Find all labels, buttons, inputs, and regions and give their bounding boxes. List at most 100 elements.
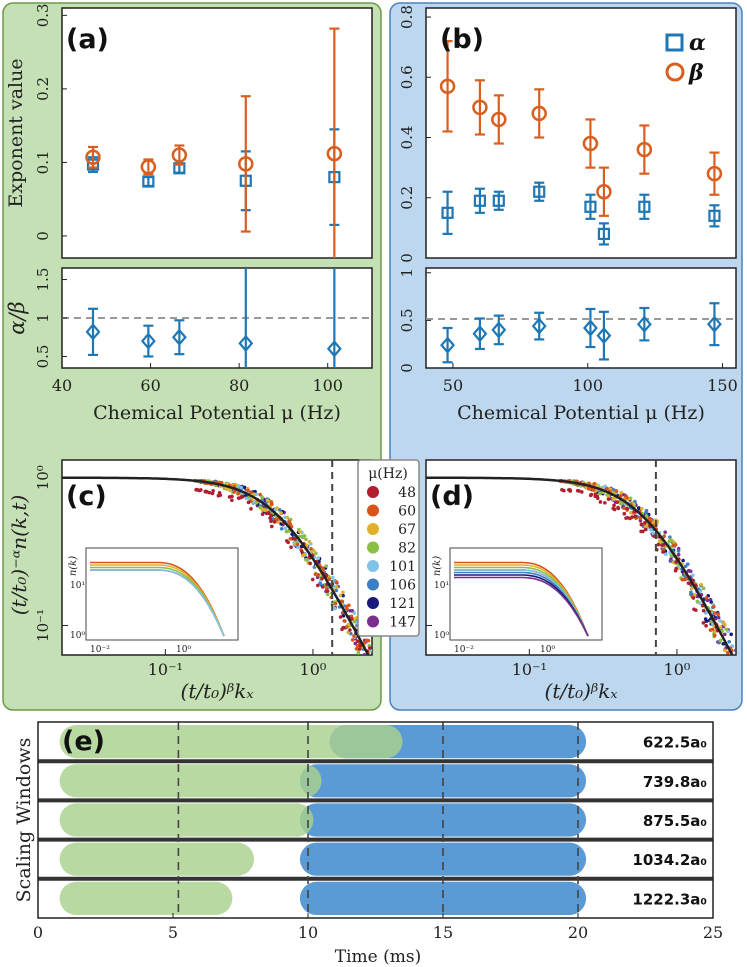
data-point (676, 549, 681, 553)
data-point (260, 507, 264, 512)
collapse-xlabel-d: (t/t₀)ᵝkₓ (545, 679, 618, 703)
y-tick-label: 1.5 (34, 268, 52, 292)
data-point (341, 614, 346, 618)
mu-legend-swatch (367, 541, 379, 554)
data-point (352, 619, 357, 624)
windows-ylabel: Scaling Windows (13, 738, 35, 903)
data-point (353, 616, 357, 621)
data-point (232, 489, 237, 494)
data-point (352, 611, 357, 615)
y-tick-label: 0.6 (398, 65, 416, 89)
square-marker (708, 209, 721, 222)
y-tick-label: 0.3 (34, 3, 52, 27)
data-point (712, 633, 717, 638)
data-point (249, 507, 253, 511)
inset-d-marks (454, 561, 589, 637)
ratio-ylabel: α/β (5, 301, 29, 334)
data-point (194, 488, 198, 492)
scattering-length-label-bg (603, 842, 713, 876)
scattering-length-label-bg (603, 764, 713, 798)
x-tick-label: 10⁰ (300, 660, 327, 679)
alpha-beta-legend: α β (665, 30, 706, 86)
data-point (246, 488, 250, 493)
data-point (308, 561, 312, 566)
circle-marker (472, 99, 488, 116)
data-point (362, 652, 367, 655)
data-point (691, 596, 696, 600)
data-point (325, 592, 330, 597)
data-point (630, 515, 634, 519)
data-point (244, 496, 249, 501)
data-point (611, 506, 616, 511)
diamond-marker (706, 315, 722, 333)
circle-marker (491, 111, 507, 128)
data-point (317, 559, 321, 564)
data-point (606, 497, 611, 501)
data-point (624, 516, 628, 520)
data-point (334, 584, 339, 589)
data-point (614, 489, 619, 493)
inset-x-tick-label: 10⁻² (90, 645, 110, 655)
data-point (314, 551, 318, 556)
circle-marker (326, 145, 343, 162)
data-point (709, 600, 714, 604)
scattering-length-label: 739.8a₀ (643, 773, 707, 791)
data-point (204, 489, 208, 494)
x-tick-label: 150 (707, 376, 738, 395)
data-point (734, 648, 736, 653)
circle-marker (439, 78, 456, 95)
data-point (718, 638, 723, 643)
data-point (320, 576, 324, 581)
inset-c-marks (90, 561, 225, 637)
diamond-marker (171, 328, 187, 346)
circle-marker (596, 183, 612, 200)
scattering-length-label-bg (603, 881, 713, 915)
data-point (355, 643, 360, 648)
data-point (288, 536, 293, 541)
mu-legend-value: 82 (398, 541, 416, 557)
mu-legend-value: 106 (389, 578, 416, 594)
inset-curve (454, 564, 589, 637)
data-point (701, 586, 706, 591)
mu-legend-swatch (367, 615, 379, 628)
data-point (251, 492, 256, 497)
data-point (300, 534, 305, 539)
collapse-ylabel: (t/t₀)⁻ᵅn(k,t) (7, 495, 31, 616)
data-point (671, 543, 676, 548)
data-point (681, 558, 685, 563)
legend-beta-marker (665, 62, 685, 82)
x-tick-label: 20 (568, 923, 588, 942)
inset-y-tick-label: 10¹ (70, 581, 85, 591)
data-point (228, 488, 233, 493)
data-point (589, 492, 594, 497)
data-point (285, 515, 290, 520)
data-point (254, 500, 259, 505)
data-point (348, 628, 352, 632)
data-point (577, 489, 581, 493)
data-point (685, 562, 690, 566)
data-point (236, 491, 241, 496)
data-point (647, 516, 652, 521)
data-point (350, 638, 355, 642)
data-point (725, 650, 730, 655)
data-point (591, 488, 596, 492)
data-point (691, 573, 695, 577)
data-point (686, 581, 691, 585)
x-tick-label: 10 (298, 923, 318, 942)
data-point (227, 495, 232, 499)
blue-window-bar (299, 842, 587, 876)
data-point (683, 564, 688, 569)
data-point (279, 526, 284, 531)
green-window-bar (59, 881, 233, 915)
data-point (349, 614, 354, 619)
data-point (353, 641, 358, 646)
inset-y-tick-label: 10¹ (434, 581, 449, 591)
data-point (598, 500, 603, 504)
scattering-length-label: 1034.2a₀ (632, 851, 707, 869)
data-point (334, 580, 339, 584)
blue-window-bar (299, 881, 587, 915)
data-point (709, 619, 713, 624)
data-point (721, 641, 726, 646)
data-point (689, 586, 694, 591)
x-tick-label: 100 (572, 376, 603, 395)
